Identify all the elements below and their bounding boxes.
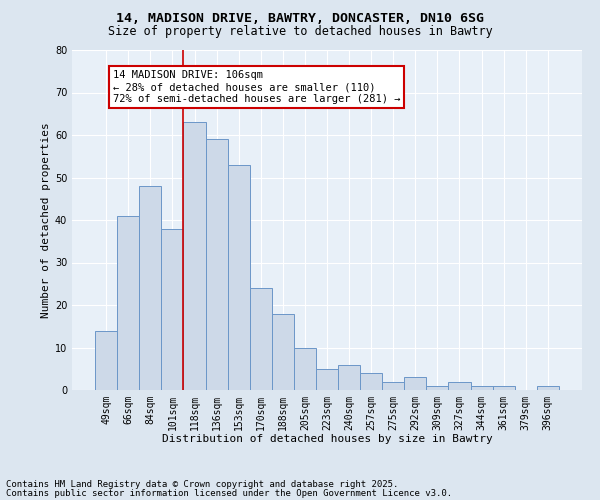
Bar bbox=[470, 386, 493, 390]
Bar bbox=[427, 386, 448, 390]
Text: Size of property relative to detached houses in Bawtry: Size of property relative to detached ho… bbox=[107, 25, 493, 38]
Text: 14 MADISON DRIVE: 106sqm
← 28% of detached houses are smaller (110)
72% of semi-: 14 MADISON DRIVE: 106sqm ← 28% of detach… bbox=[113, 70, 400, 104]
Text: Contains HM Land Registry data © Crown copyright and database right 2025.: Contains HM Land Registry data © Crown c… bbox=[6, 480, 398, 489]
Y-axis label: Number of detached properties: Number of detached properties bbox=[41, 122, 50, 318]
Bar bbox=[404, 378, 427, 390]
Bar bbox=[161, 228, 184, 390]
Bar bbox=[382, 382, 404, 390]
Bar bbox=[139, 186, 161, 390]
Bar bbox=[537, 386, 559, 390]
Bar bbox=[316, 369, 338, 390]
Bar bbox=[184, 122, 206, 390]
Bar bbox=[360, 373, 382, 390]
Bar bbox=[95, 330, 117, 390]
Bar bbox=[294, 348, 316, 390]
X-axis label: Distribution of detached houses by size in Bawtry: Distribution of detached houses by size … bbox=[161, 434, 493, 444]
Text: 14, MADISON DRIVE, BAWTRY, DONCASTER, DN10 6SG: 14, MADISON DRIVE, BAWTRY, DONCASTER, DN… bbox=[116, 12, 484, 26]
Bar bbox=[227, 165, 250, 390]
Text: Contains public sector information licensed under the Open Government Licence v3: Contains public sector information licen… bbox=[6, 488, 452, 498]
Bar bbox=[338, 364, 360, 390]
Bar bbox=[117, 216, 139, 390]
Bar bbox=[493, 386, 515, 390]
Bar bbox=[250, 288, 272, 390]
Bar bbox=[206, 139, 227, 390]
Bar bbox=[448, 382, 470, 390]
Bar bbox=[272, 314, 294, 390]
